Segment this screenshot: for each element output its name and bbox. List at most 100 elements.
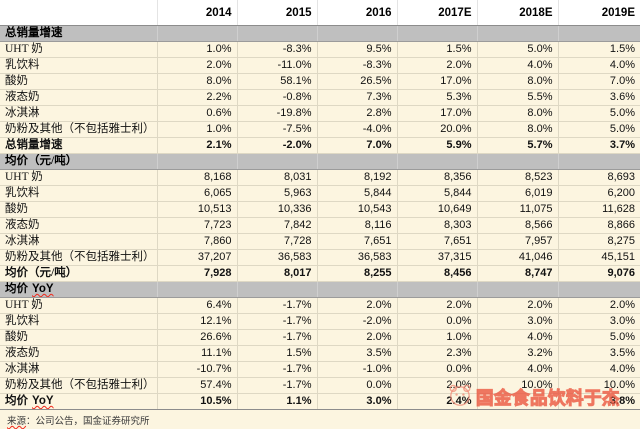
table-cell: -1.7% [237, 297, 318, 314]
table-cell: 7,928 [157, 265, 238, 282]
table-cell: 2.2% [157, 89, 238, 106]
source-text: 公司公告，国金证券研究所 [35, 417, 150, 427]
table-cell: 4.0% [477, 361, 559, 378]
table-cell: 7,728 [237, 233, 318, 250]
table-cell: 8,168 [157, 169, 238, 186]
table-cell: 2.0% [157, 57, 238, 74]
row-label: 冰淇淋 [0, 105, 158, 122]
table-row: 酸奶 10,513 10,336 10,543 10,649 11,075 11… [0, 201, 640, 218]
table-cell: 2.0% [317, 297, 398, 314]
table-cell: 11,075 [477, 201, 559, 218]
table-cell: 5,844 [317, 185, 398, 202]
table-cell: -1.0% [317, 361, 398, 378]
row-label: 奶粉及其他（不包括雅士利） [0, 377, 158, 394]
table-cell: 9,076 [558, 265, 640, 282]
table-cell: 6,065 [157, 185, 238, 202]
table-cell: -2.0% [317, 313, 398, 330]
table-row: 冰淇淋 0.6% -19.8% 2.8% 17.0% 8.0% 5.0% [0, 105, 640, 122]
table-cell: 20.0% [397, 121, 478, 138]
table-cell: -4.0% [317, 121, 398, 138]
row-label: 乳饮料 [0, 313, 158, 330]
table-cell: 26.6% [157, 329, 238, 346]
table-cell: 8.0% [477, 105, 559, 122]
column-header: 2016 [317, 0, 398, 26]
table-cell: 5.3% [397, 89, 478, 106]
table-cell: 3.5% [558, 345, 640, 362]
total-label-cn: 均价 [5, 395, 28, 407]
table-cell: 8.0% [157, 73, 238, 90]
table-cell: 7,842 [237, 217, 318, 234]
table-cell: 5.0% [477, 41, 559, 58]
table-cell: 8.0% [477, 73, 559, 90]
table-cell: -8.3% [237, 41, 318, 58]
table-cell: 7,651 [397, 233, 478, 250]
table-cell: 45,151 [558, 249, 640, 266]
table-cell: -7.5% [237, 121, 318, 138]
table-cell: 36,583 [317, 249, 398, 266]
table-cell: 3.7% [558, 137, 640, 154]
table-cell: 0.0% [317, 377, 398, 394]
table-cell: 5,963 [237, 185, 318, 202]
table-cell: 7,860 [157, 233, 238, 250]
table-cell: 2.0% [397, 297, 478, 314]
total-row: 均价 YoY 10.5% 1.1% 3.0% 2.4% 3.8% [0, 393, 640, 410]
row-label: 奶粉及其他（不包括雅士利） [0, 121, 158, 138]
table-cell: -1.7% [237, 361, 318, 378]
table-cell: 10,513 [157, 201, 238, 218]
table-cell: 8,566 [477, 217, 559, 234]
table-row: 奶粉及其他（不包括雅士利） 1.0% -7.5% -4.0% 20.0% 8.0… [0, 121, 640, 138]
table-cell: 8,456 [397, 265, 478, 282]
table-cell: 3.6% [558, 89, 640, 106]
table-cell: -0.8% [237, 89, 318, 106]
table-cell: 2.0% [317, 329, 398, 346]
table-cell: 1.1% [237, 393, 318, 410]
table-cell: 11.1% [157, 345, 238, 362]
row-label: 酸奶 [0, 329, 158, 346]
table-row: 冰淇淋 -10.7% -1.7% -1.0% 0.0% 4.0% 4.0% [0, 361, 640, 378]
table-cell: -1.7% [237, 377, 318, 394]
column-header: 2014 [157, 0, 238, 26]
table-row: 乳饮料 6,065 5,963 5,844 5,844 6,019 6,200 [0, 185, 640, 202]
table-cell: 11,628 [558, 201, 640, 218]
table-cell: 10.0% [477, 377, 559, 394]
section-header-row: 均价 YoY [0, 281, 640, 298]
table-cell: 7,957 [477, 233, 559, 250]
table-cell: 4.0% [477, 57, 559, 74]
table-cell: 8,747 [477, 265, 559, 282]
table-cell: 6.4% [157, 297, 238, 314]
table-cell: 5.5% [477, 89, 559, 106]
table-cell: 1.5% [558, 41, 640, 58]
dairy-forecast-table: 2014 2015 2016 2017E 2018E 2019E 总销量增速 U… [0, 0, 640, 410]
table-cell: 8,116 [317, 217, 398, 234]
table-cell: -8.3% [317, 57, 398, 74]
row-label: 冰淇淋 [0, 361, 158, 378]
table-row: 液态奶 7,723 7,842 8,116 8,303 8,566 8,866 [0, 217, 640, 234]
total-row: 均价（元/吨） 7,928 8,017 8,255 8,456 8,747 9,… [0, 265, 640, 282]
table-cell: 36,583 [237, 249, 318, 266]
table-cell: 2.0% [558, 297, 640, 314]
table-cell: 4.0% [477, 329, 559, 346]
table-cell: 8,031 [237, 169, 318, 186]
table-cell: -2.0% [237, 137, 318, 154]
table-row: UHT 奶 8,168 8,031 8,192 8,356 8,523 8,69… [0, 169, 640, 186]
table-cell: 1.0% [397, 329, 478, 346]
table-cell: -10.7% [157, 361, 238, 378]
table-cell: 3.2% [477, 345, 559, 362]
table-cell: 12.1% [157, 313, 238, 330]
table-cell: 8,693 [558, 169, 640, 186]
section-title: 均价 YoY [0, 281, 158, 298]
row-label: 均价（元/吨） [0, 265, 158, 282]
table-cell: 5,844 [397, 185, 478, 202]
table-cell: 6,019 [477, 185, 559, 202]
table-cell: 7,723 [157, 217, 238, 234]
table-cell: 5.0% [558, 105, 640, 122]
table-cell: 9.5% [317, 41, 398, 58]
table-row: 乳饮料 2.0% -11.0% -8.3% 2.0% 4.0% 4.0% [0, 57, 640, 74]
table-cell: 4.0% [558, 57, 640, 74]
table-cell: 8,523 [477, 169, 559, 186]
table-cell: 4.0% [558, 361, 640, 378]
table-cell: 3.8% [558, 393, 640, 410]
table-cell: 5.9% [397, 137, 478, 154]
row-label: 总销量增速 [0, 137, 158, 154]
